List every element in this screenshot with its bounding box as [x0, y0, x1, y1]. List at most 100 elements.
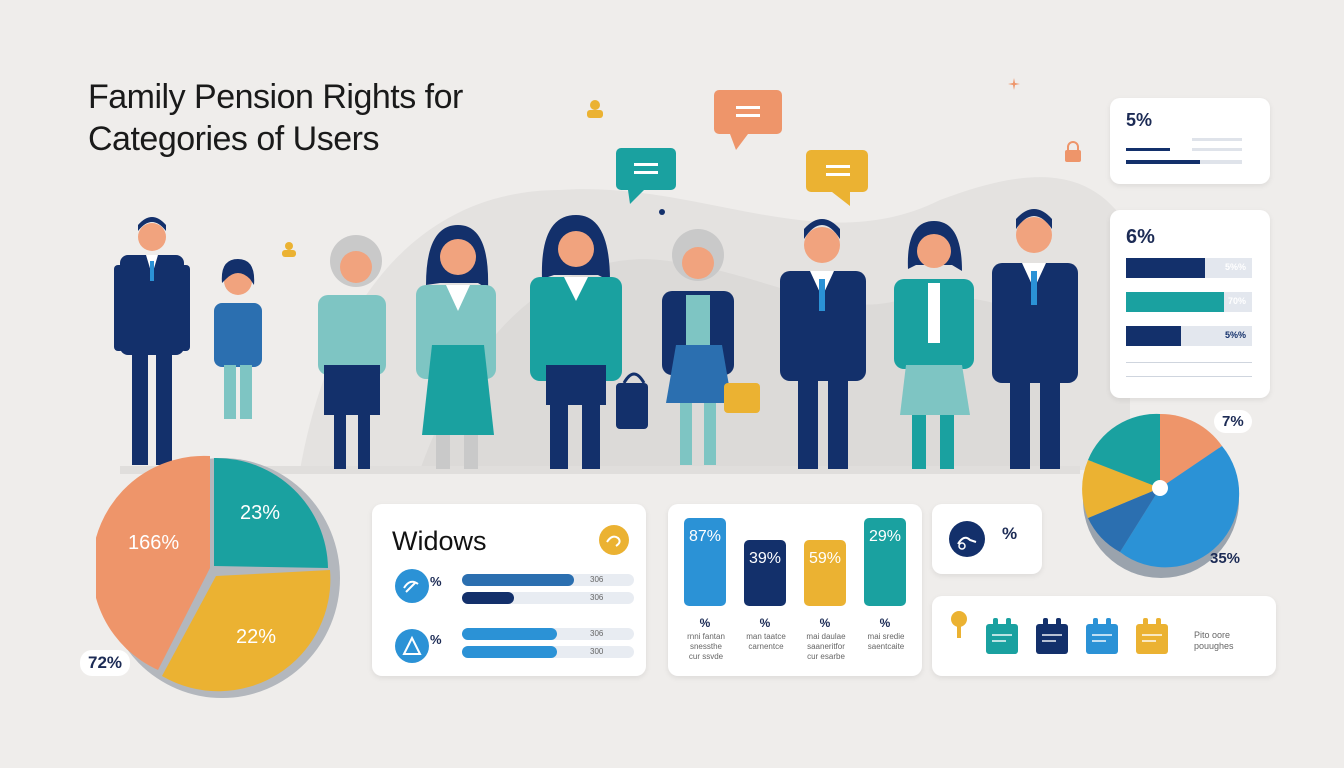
pin-icon — [951, 611, 967, 638]
vbar-pct-1: % — [699, 616, 711, 630]
widows-bar-fill-1 — [462, 574, 574, 586]
tag-icon-yellow — [1136, 618, 1168, 654]
right-pie-slice-blue — [1120, 446, 1240, 568]
vbar-pct-2: % — [759, 616, 771, 630]
top-right-line-b — [1126, 148, 1170, 151]
hbar-card: 6% 5%% 70% 5%% — [1110, 210, 1270, 398]
person-woman-2 — [416, 225, 496, 469]
people-illustration — [114, 209, 1078, 469]
left-pie-label-yellow: 22% — [236, 626, 277, 648]
hbar-row-2: 70% — [1126, 292, 1252, 312]
left-pie-chart — [96, 455, 340, 698]
left-pie-label-bottom: 72% — [80, 650, 131, 676]
widows-bar-track-1 — [462, 574, 634, 586]
page-title: Family Pension Rights for Categories of … — [88, 76, 463, 160]
hbar-row-3: 5%% — [1126, 326, 1252, 346]
right-pie-slice-yellow — [1082, 460, 1160, 518]
vbar-label-2: 39% — [748, 550, 782, 567]
person-man-3 — [992, 209, 1078, 469]
hbar-card-pct: 6% — [1126, 226, 1155, 248]
title-line-1: Family Pension Rights for — [88, 78, 463, 116]
widows-bar-end-4: 300 — [590, 647, 604, 656]
hbar-fill-1 — [1126, 258, 1206, 278]
vbar-3: 59% — [804, 540, 846, 606]
person-older-woman-1 — [318, 235, 386, 469]
left-pie-slice-orange — [96, 455, 210, 670]
widows-row1-pct: % — [430, 574, 442, 589]
vbar-caption-4: mai sredie saentcaite — [867, 632, 905, 651]
widows-bar-track-2 — [462, 592, 634, 604]
hbar-fill-3 — [1126, 326, 1182, 346]
widows-row2-pct: % — [430, 632, 442, 647]
small-stat-card: % — [932, 504, 1042, 574]
title-line-2: Categories of Users — [88, 120, 379, 158]
person-man-2 — [780, 219, 866, 469]
top-right-line-a — [1192, 138, 1242, 141]
widows-row1-icon — [395, 569, 429, 603]
widows-bar-track-3 — [462, 628, 634, 640]
widows-bar-fill-2 — [462, 592, 514, 604]
top-right-progress-fill — [1126, 160, 1201, 164]
left-pie-slice-yellow — [162, 570, 331, 692]
person-older-woman-2 — [616, 229, 760, 465]
hbar-divider-2 — [1126, 376, 1252, 377]
vbar-pct-4: % — [879, 616, 891, 630]
person-icon — [587, 100, 603, 118]
widows-bar-end-3: 306 — [590, 629, 604, 638]
widows-bar-end-1: 306 — [590, 575, 604, 584]
right-pie-slice-orange — [1160, 413, 1222, 488]
top-right-pct: 5% — [1126, 110, 1153, 130]
tag-card: Pito oore pouughes — [932, 596, 1276, 676]
lock-icon — [1065, 141, 1081, 162]
widows-row2-icon — [395, 629, 429, 663]
vbar-label-3: 59% — [808, 550, 842, 567]
left-pie-label-teal: 23% — [240, 502, 281, 524]
widows-bar-fill-3 — [462, 628, 557, 640]
small-stat-pct: % — [1002, 524, 1018, 543]
person-child — [214, 259, 262, 419]
top-right-progress-track — [1126, 160, 1242, 164]
widows-card: Widows % 306 306 % 306 300 — [372, 504, 646, 676]
person-woman-3 — [530, 215, 622, 469]
right-pie-slice-teal — [1088, 413, 1160, 488]
dot-icon — [659, 209, 665, 215]
widows-bar-end-2: 306 — [590, 593, 604, 602]
vbar-caption-3: mai daulae saaneritfor cur esarbe — [806, 632, 846, 661]
hbar-divider-1 — [1126, 362, 1252, 363]
vbar-2: 39% — [744, 540, 786, 606]
tag-caption-line-2: pouughes — [1194, 641, 1234, 651]
vbar-label-1: 87% — [688, 528, 722, 545]
vbar-pct-3: % — [819, 616, 831, 630]
vbar-4: 29% — [864, 518, 906, 606]
widows-title: Widows — [392, 526, 487, 556]
speech-bubble-icon-teal — [616, 148, 676, 204]
hbar-label-3: 5%% — [1224, 330, 1246, 340]
right-pie-chart — [1082, 413, 1240, 578]
widows-badge-icon — [599, 525, 629, 555]
vbar-label-4: 29% — [868, 528, 902, 545]
right-pie-label-bottom: 35% — [1210, 550, 1241, 567]
tag-icon-navy — [1036, 618, 1068, 654]
top-right-line-c — [1192, 148, 1242, 151]
vbar-caption-2: man taatce carnentce — [746, 632, 786, 651]
person-icon-small — [282, 242, 296, 257]
tag-icon-teal — [986, 618, 1018, 654]
vbar-card: 87% 39% 59% 29% % % % % rnni fantan snes… — [668, 504, 922, 676]
person-man-1 — [114, 217, 190, 465]
right-pie-slice-darkblue — [1088, 488, 1160, 552]
hbar-label-2: 70% — [1227, 296, 1246, 306]
wheelchair-icon — [949, 521, 985, 557]
tag-caption: Pito oore pouughes — [1194, 630, 1234, 652]
tag-caption-line-1: Pito oore — [1194, 630, 1231, 640]
vbar-caption-1: rnni fantan snessthe cur ssvde — [687, 632, 725, 661]
person-woman-4 — [894, 221, 974, 469]
speech-bubble-icon-yellow — [806, 150, 868, 206]
hbar-label-1: 5%% — [1224, 262, 1246, 272]
vbar-1: 87% — [684, 518, 726, 606]
left-pie-slice-teal — [214, 457, 328, 568]
hbar-row-1: 5%% — [1126, 258, 1252, 278]
top-right-card: 5% — [1110, 98, 1270, 184]
widows-bar-track-4 — [462, 646, 634, 658]
sparkle-icon — [1008, 78, 1020, 90]
right-pie-label-top: 7% — [1214, 410, 1252, 433]
